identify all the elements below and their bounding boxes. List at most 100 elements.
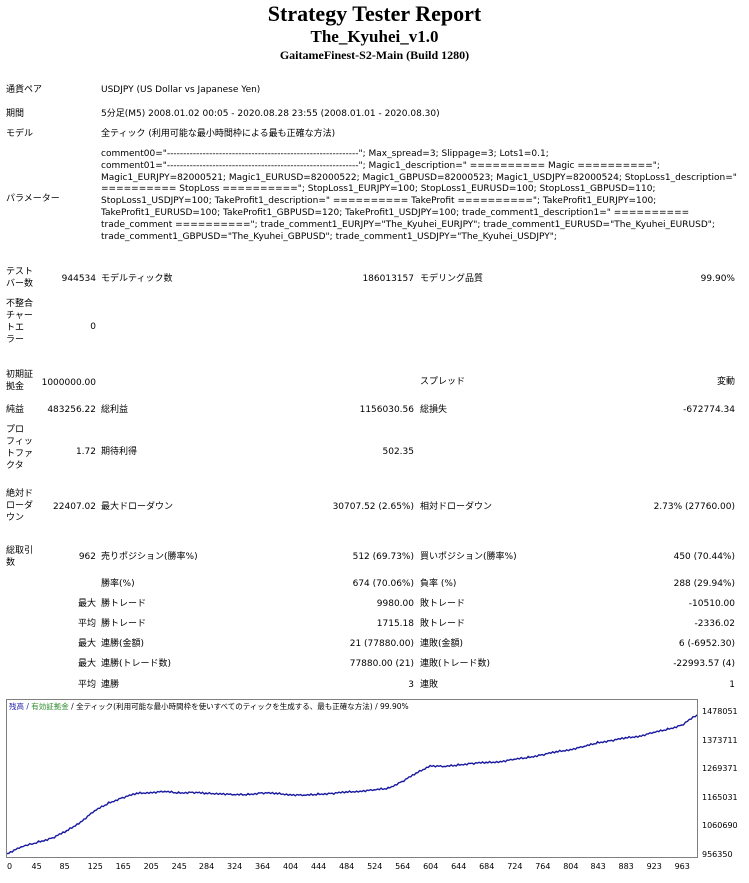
balance-point: [51, 837, 54, 839]
balance-point: [178, 792, 180, 794]
trades-label: 総取引数: [6, 546, 34, 568]
avg-cons-loss-value: 1: [729, 680, 735, 690]
max-win-label: 勝トレード: [101, 599, 147, 609]
max-dd-value: 30707.52 (2.65%): [332, 502, 414, 512]
balance-point: [541, 754, 543, 756]
x-tick-label: 564: [395, 862, 411, 871]
avg-prefix: 平均: [77, 619, 96, 629]
period-value: 5分足(M5) 2008.01.02 00:05 - 2020.08.28 23…: [101, 109, 440, 119]
x-tick-label: 125: [87, 862, 103, 871]
cons-win2-value: 77880.00 (21): [349, 659, 414, 669]
balance-point: [569, 748, 571, 750]
avg-cons-win-value: 3: [408, 680, 414, 690]
y-tick-label: 1165031: [702, 792, 738, 802]
balance-point: [639, 735, 641, 737]
params-line: Magic1_EURJPY=82000521; Magic1_EURUSD=82…: [101, 172, 737, 183]
x-tick-label: 804: [563, 862, 579, 871]
gross-profit-value: 1156030.56: [359, 405, 414, 415]
balance-point: [415, 772, 417, 775]
x-tick-label: 404: [283, 862, 299, 871]
balance-point: [275, 793, 277, 795]
balance-point: [499, 760, 501, 762]
balance-point: [345, 791, 347, 793]
balance-point: [164, 791, 166, 793]
report-title: Strategy Tester Report: [267, 1, 482, 26]
balance-point: [401, 781, 403, 783]
max-prefix: 最大: [77, 659, 96, 669]
x-tick-label: 843: [590, 862, 606, 871]
cons-loss-value: 6 (-6952.30): [678, 639, 735, 649]
max-loss-label: 敗トレード: [420, 599, 466, 609]
x-tick-label: 883: [618, 862, 634, 871]
balance-point: [596, 742, 599, 744]
balance-point: [37, 841, 40, 843]
balance-point: [247, 793, 249, 795]
balance-point: [387, 787, 389, 789]
deposit-value: 1000000.00: [41, 378, 96, 388]
balance-point: [696, 714, 697, 716]
x-tick-label: 165: [115, 862, 131, 871]
legend-quality: 99.90%: [380, 702, 409, 711]
balance-point: [65, 830, 68, 832]
params-line: ========== StopLoss =========="; StopLos…: [101, 184, 656, 195]
balance-point: [150, 791, 152, 793]
expected-label: 期待利得: [101, 447, 138, 457]
expected-value: 502.35: [382, 447, 415, 457]
params-line: StopLoss1_USDJPY=100; TakeProfit1_descri…: [101, 196, 657, 207]
balance-point: [443, 766, 445, 768]
y-tick-label: 1269371: [702, 764, 738, 774]
x-tick-label: 245: [171, 862, 187, 871]
deposit-label: 初期証 拠金: [6, 370, 34, 392]
win-value: 674 (70.06%): [352, 579, 414, 589]
balance-point: [513, 759, 515, 761]
balance-point: [7, 852, 8, 855]
cons-loss2-label: 連敗(トレード数): [420, 659, 491, 669]
balance-point: [289, 793, 291, 795]
y-tick-label: 1060690: [702, 821, 738, 831]
avg-win-value: 1715.18: [376, 619, 414, 629]
balance-point: [610, 739, 613, 742]
gross-loss-value: -672774.34: [683, 405, 735, 415]
legend-equity: 有効証拠金: [31, 702, 69, 711]
cons-win2-label: 連勝(トレード数): [101, 659, 172, 669]
quality-label: モデリング品質: [420, 274, 484, 284]
pf-value: 1.72: [75, 447, 96, 457]
long-value: 450 (70.44%): [673, 552, 735, 562]
balance-point: [317, 793, 319, 795]
y-tick-label: 956350: [702, 850, 733, 859]
gross-profit-label: 総利益: [101, 405, 129, 415]
balance-point: [192, 791, 194, 793]
bars-value: 944534: [61, 274, 96, 284]
balance-point: [303, 794, 305, 797]
params-label: パラメーター: [6, 194, 60, 204]
chart-legend: 残高 / 有効証拠金 / 全ティック(利用可能な最小時間枠を使いすべてのティック…: [9, 702, 409, 711]
model-value: 全ティック (利用可能な最小時間枠による最も正確な方法): [101, 129, 336, 139]
balance-point: [429, 764, 431, 767]
max-dd-label: 最大ドローダウン: [101, 502, 174, 512]
balance-point: [653, 732, 655, 734]
spread-value: 変動: [716, 377, 735, 387]
x-tick-label: 444: [311, 862, 327, 871]
balance-point: [583, 746, 585, 748]
loss-value: 288 (29.94%): [673, 579, 735, 589]
balance-point: [108, 802, 110, 804]
x-tick-label: 963: [674, 862, 690, 871]
max-prefix: 最大: [77, 639, 96, 649]
symbol-value: USDJPY (US Dollar vs Japanese Yen): [101, 85, 261, 95]
balance-point: [667, 728, 669, 730]
server-name: GaitameFinest-S2-Main (Build 1280): [279, 48, 470, 62]
ea-name: The_Kyuhei_v1.0: [310, 27, 439, 46]
avg-loss-value: -2336.02: [694, 619, 735, 629]
balance-line: [7, 714, 697, 855]
short-label: 売りポジション(勝率%): [101, 552, 198, 562]
x-tick-label: 45: [31, 862, 42, 871]
balance-point: [555, 751, 557, 753]
balance-point: [20, 846, 22, 848]
legend-model: 全ティック(利用可能な最小時間枠を使いすべてのティックを生成する、最も正確な方法…: [76, 702, 373, 711]
x-tick-label: 684: [479, 862, 495, 871]
model-label: モデル: [6, 129, 34, 139]
balance-point: [233, 794, 235, 796]
x-tick-label: 764: [535, 862, 551, 871]
x-tick-label: 0: [7, 862, 13, 871]
x-tick-label: 284: [198, 862, 215, 871]
